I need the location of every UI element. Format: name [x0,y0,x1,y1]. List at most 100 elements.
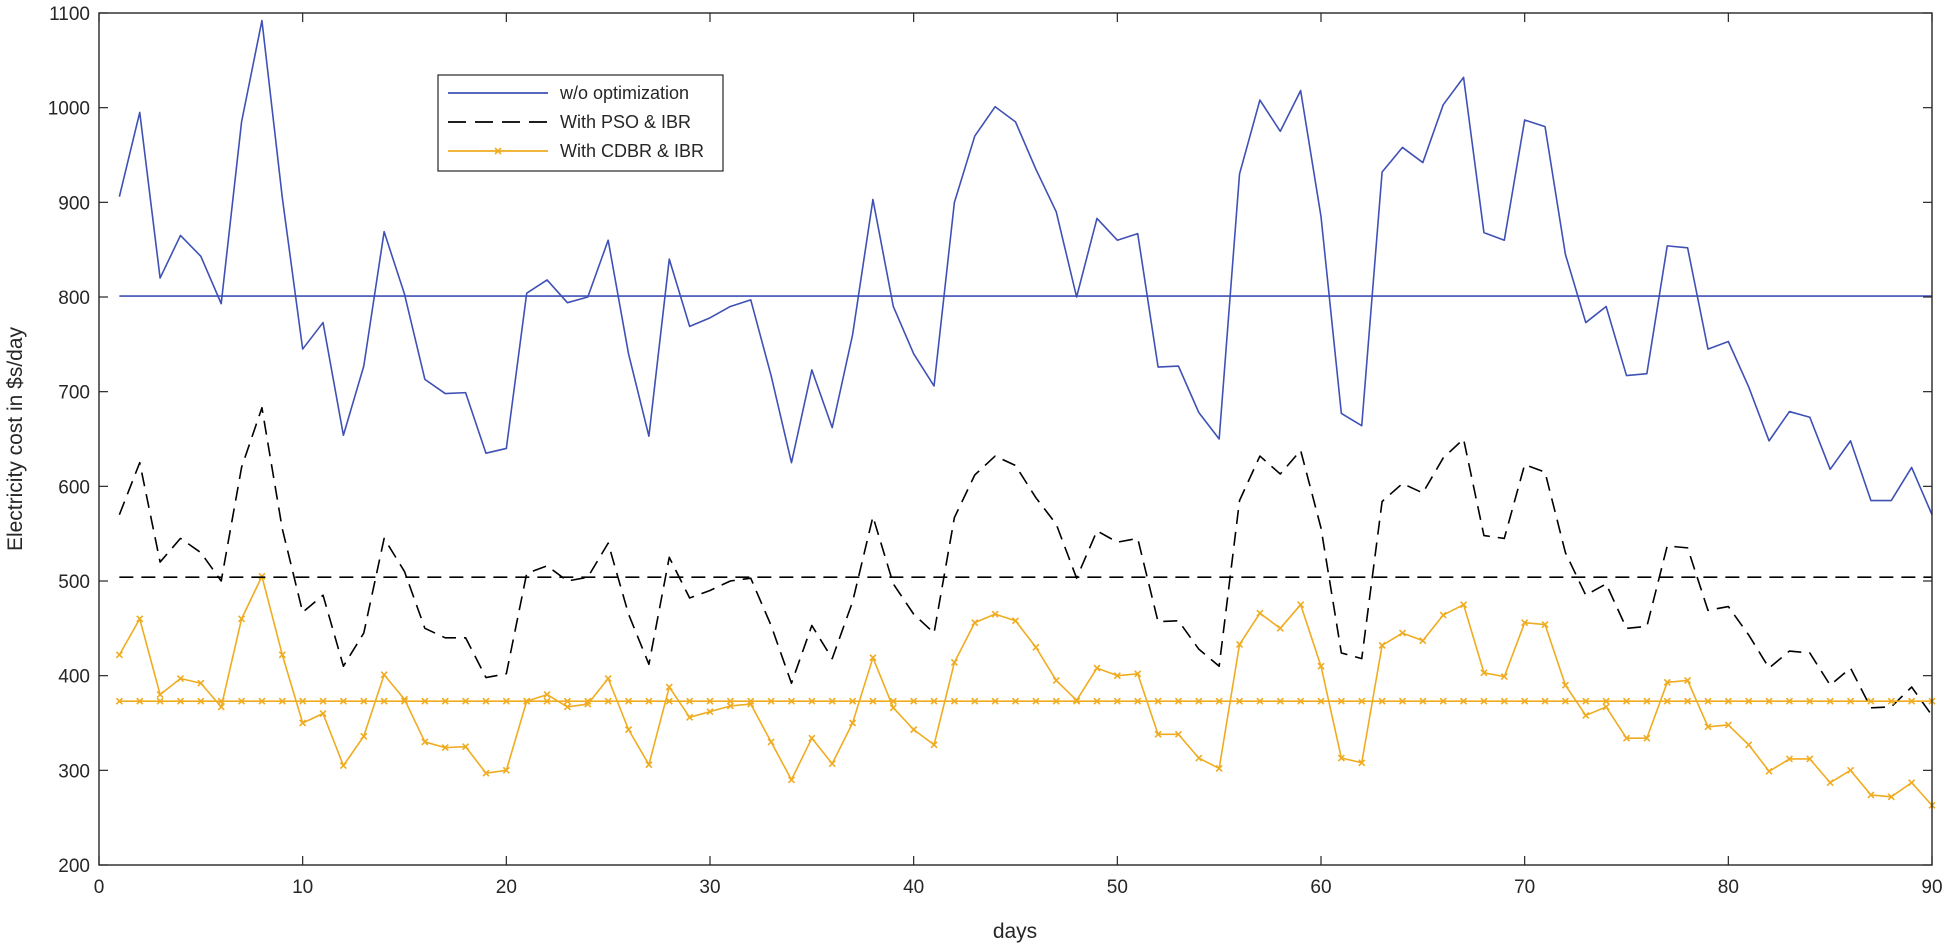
data-point [1765,767,1773,775]
data-point [400,697,409,705]
x-tick-label: 10 [292,877,313,898]
data-point [869,654,877,662]
data-point [1398,697,1407,705]
data-point [991,610,999,618]
data-point [1908,779,1916,787]
data-point [217,703,225,711]
data-point [828,760,836,768]
data-point [1093,697,1101,705]
data-point [1765,697,1773,705]
ticks-layer: 0 10 20 30 40 50 60 70 80 90 200 300 400 500 600 700 800… [48,4,1943,898]
data-point [1643,697,1651,705]
legend[interactable]: w/o optimization With PSO & IBR With CDBR … [437,74,724,172]
data-point [1052,697,1060,705]
data-point [136,615,144,623]
data-point [808,697,816,705]
y-tick-label: 1100 [49,4,90,25]
data-point [1602,697,1610,705]
data-point [1704,697,1712,705]
data-point [1256,697,1264,705]
data-point [950,658,958,666]
data-point [1521,619,1529,627]
x-axis-title: days [993,920,1037,943]
data-point [1297,697,1305,705]
x-tick-label: 0 [94,877,105,898]
data-point [156,697,164,705]
data-point [1052,676,1060,684]
data-point [543,691,551,699]
data-point [197,679,205,687]
data-point [1887,793,1895,801]
data-point [930,741,938,749]
data-point [1561,681,1569,689]
y-tick-label: 300 [58,761,90,782]
data-point [380,671,388,679]
data-point [706,708,714,716]
data-point [1134,697,1142,705]
data-point [1337,697,1345,705]
legend-label: With PSO & IBR [560,112,691,132]
data-point [1154,697,1162,705]
data-point [665,697,673,705]
legend-entry[interactable]: With CDBR & IBR [448,141,704,161]
y-axis-title: Electricity cost in $s/day [4,326,27,551]
data-point [624,726,633,734]
data-point [1073,697,1081,705]
data-point [706,697,714,705]
data-point [1154,730,1162,738]
data-point [543,697,551,705]
data-point [686,713,694,721]
data-point [1704,723,1712,731]
data-point [1215,764,1223,773]
data-point [1460,697,1468,705]
legend-entry[interactable]: w/o optimization [448,83,689,103]
data-point [1337,754,1345,762]
data-point [686,697,694,705]
data-point [1480,669,1488,677]
data-point [115,651,123,659]
data-point [1134,670,1142,678]
data-point [1093,664,1101,672]
data-point [421,697,429,705]
data-point [360,697,368,705]
data-point [1908,697,1916,705]
data-point [889,697,897,705]
data-point [278,697,286,705]
data-point [828,697,836,705]
data-point [1561,697,1569,705]
data-point [502,766,510,774]
legend-label: w/o optimization [559,83,689,103]
data-point [1684,697,1692,705]
data-point [1684,676,1692,684]
x-tick-label: 80 [1718,877,1739,898]
data-point [1398,629,1407,637]
data-point [1582,697,1590,705]
data-point [1276,624,1284,632]
data-point [910,697,918,705]
x-tick-label: 60 [1310,877,1331,898]
data-point [115,697,123,705]
legend-label: With CDBR & IBR [560,141,704,161]
data-point [176,674,185,683]
data-point [1622,697,1631,705]
data-point [462,697,470,705]
data-point [1358,697,1366,705]
data-point [1724,697,1732,705]
data-point [1297,601,1305,609]
data-point [849,697,857,705]
data-point [1867,697,1875,705]
data-point [1500,697,1508,705]
data-point [1521,697,1529,705]
series-line [118,406,1933,716]
legend-entry[interactable]: With PSO & IBR [448,112,691,132]
y-tick-label: 200 [58,856,90,877]
data-point [1602,703,1610,711]
data-point [299,719,307,727]
data-point [1256,609,1264,617]
legend-items: w/o optimization With PSO & IBR With CDBR … [448,83,704,161]
data-point [747,697,755,705]
data-point [1867,791,1875,799]
data-point [1541,620,1549,629]
data-point [767,738,775,746]
data-point [1215,697,1223,705]
